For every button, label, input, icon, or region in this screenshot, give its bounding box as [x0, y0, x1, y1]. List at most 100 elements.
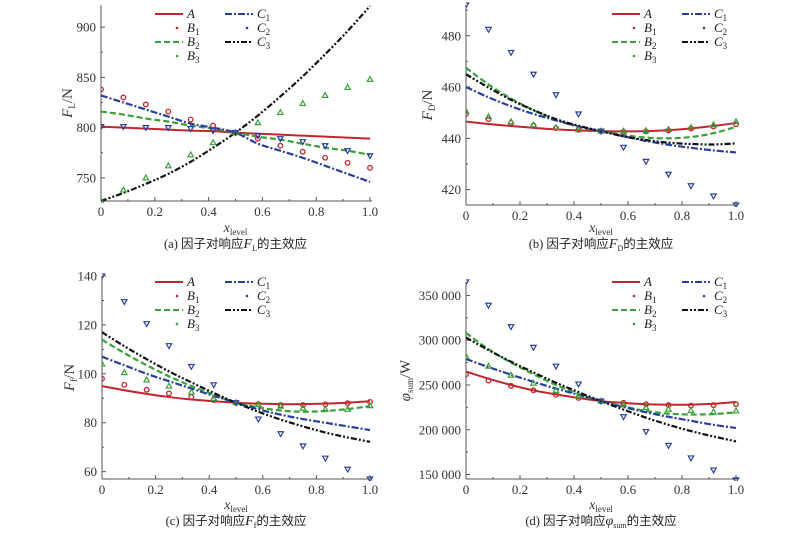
legend-label-A: A	[643, 6, 652, 21]
legend-label-C3: C3	[257, 34, 271, 51]
data-point-B3	[552, 386, 560, 393]
x-tick-label: 0.6	[254, 204, 271, 219]
data-point-C2	[299, 139, 307, 146]
data-point-B3	[709, 407, 718, 415]
data-point-B3	[276, 108, 285, 116]
y-tick-label: 350 000	[419, 288, 461, 303]
data-point-C2	[597, 128, 605, 136]
data-point-B3	[142, 375, 151, 383]
data-point-B3	[507, 371, 515, 378]
x-tick-label: 0.8	[674, 482, 690, 497]
data-point-B1	[367, 164, 373, 171]
data-point-B3	[366, 75, 374, 82]
y-tick-label: 250 000	[419, 377, 461, 392]
data-point-B3	[642, 126, 650, 134]
series-group	[102, 273, 374, 481]
data-point-C2	[574, 381, 583, 389]
data-point-C2	[642, 158, 650, 166]
data-point-B1	[210, 122, 217, 129]
data-point-B3	[484, 112, 493, 120]
data-point-B3	[529, 379, 538, 386]
data-point-B3	[732, 406, 740, 414]
y-tick-label: 460	[442, 80, 462, 95]
data-point-C2	[142, 125, 150, 132]
data-point-B3	[619, 127, 628, 134]
legend-label-B3: B3	[187, 48, 200, 65]
data-point-B3	[529, 120, 538, 128]
data-point-B3	[574, 391, 583, 399]
panel-caption: (c) 因子对响应Ff的主效应	[166, 513, 307, 530]
data-point-B3	[642, 403, 650, 410]
data-point-B1	[166, 390, 172, 397]
data-point-B3	[165, 382, 173, 389]
data-point-B3	[466, 352, 470, 359]
data-point-C2	[142, 321, 151, 328]
legend-label-B2: B2	[644, 34, 656, 51]
data-point-C2	[187, 363, 196, 371]
data-point-B3	[466, 107, 470, 115]
x-tick-label: 1.0	[362, 482, 378, 497]
data-point-C2	[232, 400, 240, 407]
legend-label-C1: C1	[714, 274, 727, 291]
data-point-C2	[299, 443, 307, 451]
legend-label-B2: B2	[187, 34, 199, 51]
series-group	[466, 2, 740, 207]
legend-label-B3: B3	[644, 48, 657, 65]
data-point-C2	[597, 398, 605, 406]
data-point-B1	[530, 387, 537, 394]
data-point-B3	[366, 401, 374, 409]
data-point-C2	[254, 133, 262, 140]
series-line-B2	[466, 332, 737, 416]
data-point-C2	[343, 148, 352, 155]
x-tick-label: 0.8	[674, 208, 690, 223]
panel-caption: (d) 因子对响应φsum的主效应	[525, 513, 676, 530]
x-tick-label: 1.0	[362, 204, 378, 219]
x-tick-label: 0.2	[147, 204, 163, 219]
x-tick-label: 1.0	[728, 208, 744, 223]
x-tick-label: 0	[99, 482, 106, 497]
data-point-B3	[254, 400, 263, 408]
data-point-C2	[687, 183, 695, 190]
data-point-C2	[466, 2, 470, 10]
data-point-B1	[299, 148, 306, 155]
chart-panel-a: 0 0.2 0.4 0.6 0.8 1.0 750 800 850 900 FL/N xlevel(a…	[60, 5, 378, 253]
data-point-B3	[164, 161, 172, 169]
chart-panel-c: 0 0.2 0.4 0.6 0.8 1.0 60 80 100 120 140 Ff/N xlevel(…	[62, 269, 378, 531]
series-line-A	[466, 370, 737, 406]
data-point-C2	[366, 153, 374, 160]
data-point-B3	[664, 405, 673, 412]
x-axis-label: xlevel	[588, 221, 613, 237]
x-axis-label: xlevel	[223, 221, 248, 237]
x-tick-label: 0	[98, 204, 105, 219]
data-point-C2	[165, 343, 173, 350]
series-line-C3	[101, 5, 371, 203]
data-point-C2	[664, 442, 673, 450]
legend-swatch-B3	[175, 322, 179, 326]
legend-swatch-B3	[632, 322, 636, 326]
data-point-C2	[732, 477, 740, 481]
data-point-C2	[209, 382, 218, 389]
y-tick-label: 900	[77, 20, 97, 35]
data-point-B1	[733, 401, 739, 408]
x-tick-label: 0.6	[620, 208, 637, 223]
legend-label-A: A	[186, 6, 195, 21]
data-point-B3	[664, 125, 673, 132]
data-point-C2	[209, 128, 217, 135]
x-tick-label: 0.4	[566, 208, 583, 223]
data-point-B3	[709, 120, 718, 128]
data-point-B1	[643, 401, 649, 408]
data-point-C2	[254, 416, 263, 424]
legend-swatch-B3	[175, 54, 179, 58]
legend-swatch-B1	[175, 294, 179, 298]
data-point-C2	[552, 92, 560, 99]
legend-label-C1: C1	[257, 6, 270, 23]
x-tick-label: 0.6	[620, 482, 637, 497]
data-point-B3	[299, 404, 307, 411]
data-point-C2	[102, 273, 106, 281]
y-axis-label: φsum/W	[398, 359, 415, 401]
legend-label-C3: C3	[714, 302, 728, 319]
legend-swatch-C2	[702, 294, 706, 298]
data-point-B3	[254, 118, 262, 126]
